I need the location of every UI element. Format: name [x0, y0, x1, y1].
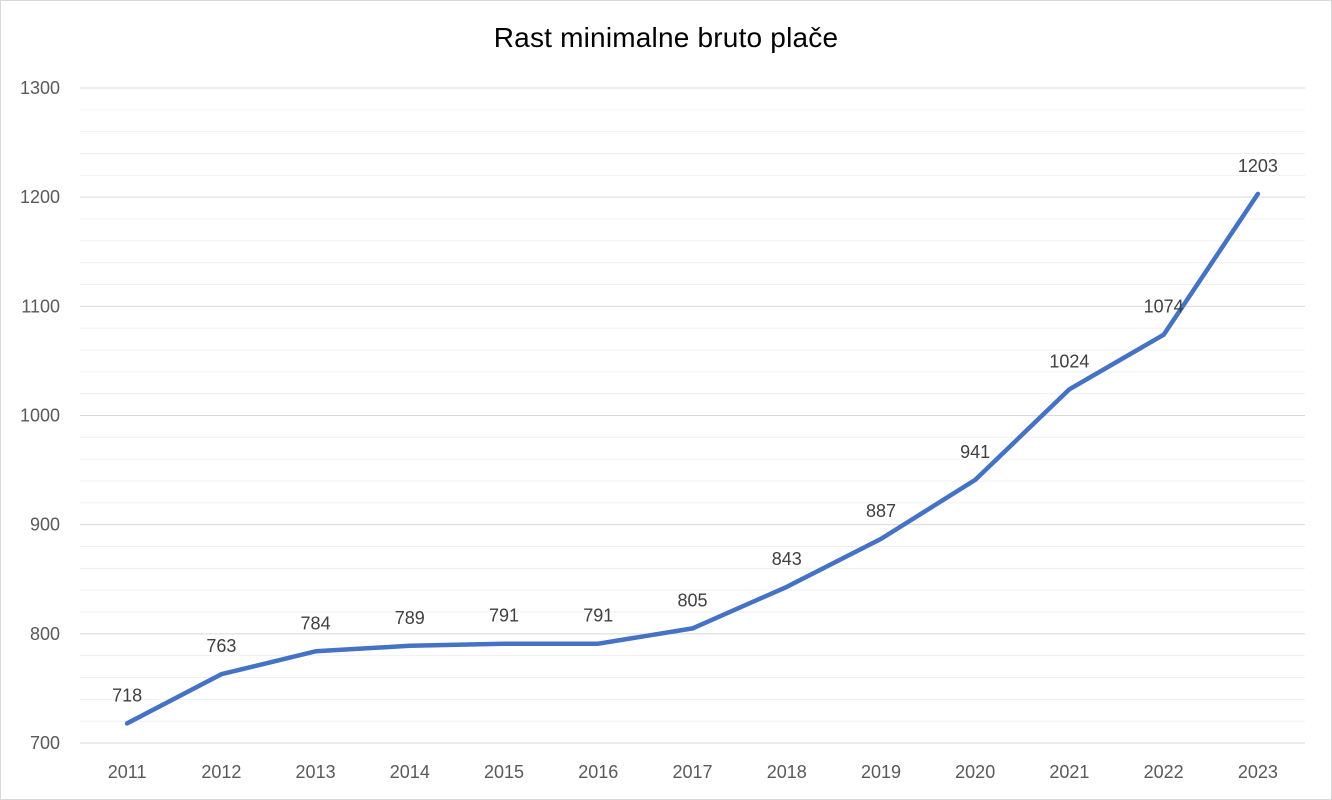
- minor-gridlines: [80, 109, 1305, 722]
- data-label: 718: [112, 685, 142, 705]
- y-tick-label: 800: [30, 624, 60, 644]
- x-tick-label: 2012: [201, 762, 241, 782]
- series-line: [124, 191, 1261, 726]
- data-label: 843: [772, 549, 802, 569]
- x-tick-label: 2016: [578, 762, 618, 782]
- y-tick-label: 1000: [20, 406, 60, 426]
- x-tick-label: 2021: [1049, 762, 1089, 782]
- x-axis-tick-labels: 2011 2012 2013 2014 2015 2016 2017 2018 2019 2020…: [108, 762, 1278, 782]
- chart-title: Rast minimalne bruto plače: [493, 22, 839, 53]
- data-label: 805: [677, 590, 707, 610]
- x-tick-label: 2022: [1144, 762, 1184, 782]
- data-label: 791: [489, 606, 519, 626]
- data-label: 1074: [1144, 297, 1184, 317]
- data-label: 1024: [1049, 351, 1089, 371]
- data-label: 784: [301, 613, 331, 633]
- x-tick-label: 2020: [955, 762, 995, 782]
- x-tick-label: 2013: [296, 762, 336, 782]
- data-label: 887: [866, 501, 896, 521]
- data-label: 791: [583, 606, 613, 626]
- x-tick-label: 2023: [1238, 762, 1278, 782]
- series-group: [124, 191, 1261, 726]
- x-tick-label: 2018: [767, 762, 807, 782]
- y-tick-label: 1100: [21, 296, 60, 316]
- y-axis-tick-labels: 700 800 900 1000 1100 1200 1300: [20, 78, 60, 753]
- x-tick-label: 2017: [672, 762, 712, 782]
- y-tick-label: 900: [30, 515, 60, 535]
- data-label: 789: [395, 608, 425, 628]
- data-label: 941: [960, 442, 990, 462]
- y-tick-label: 1300: [20, 78, 60, 98]
- x-tick-label: 2015: [484, 762, 524, 782]
- x-tick-label: 2014: [390, 762, 430, 782]
- data-label: 763: [206, 636, 236, 656]
- data-labels: 718 763 784 789 791 791 805 843 887 941 1024 1074 12…: [112, 156, 1278, 705]
- data-label: 1203: [1238, 156, 1278, 176]
- y-tick-label: 700: [30, 733, 60, 753]
- major-gridlines: [80, 87, 1305, 744]
- x-tick-label: 2011: [108, 762, 147, 782]
- x-tick-label: 2019: [861, 762, 901, 782]
- y-tick-label: 1200: [20, 187, 60, 207]
